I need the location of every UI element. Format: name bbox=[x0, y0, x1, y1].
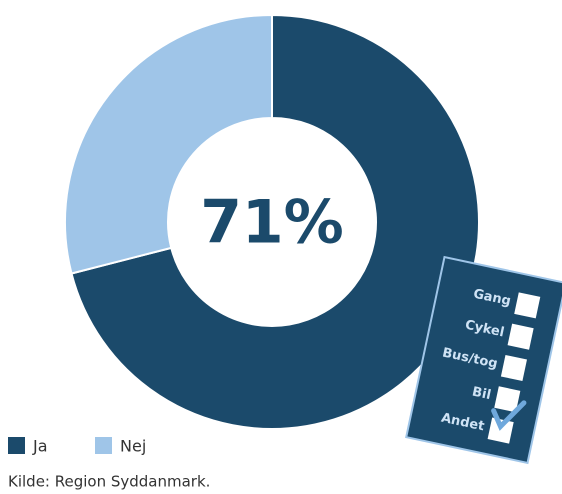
donut-slice bbox=[64, 13, 273, 275]
legend-label: Nej bbox=[120, 437, 146, 456]
center-label: 71% bbox=[200, 188, 344, 258]
checkbox bbox=[487, 417, 514, 444]
legend-label: Ja bbox=[32, 437, 48, 456]
donut-slice bbox=[70, 13, 480, 430]
legend-swatch bbox=[95, 437, 112, 454]
checkbox bbox=[500, 354, 527, 382]
checkmark bbox=[491, 400, 527, 431]
legend-swatch bbox=[8, 437, 25, 454]
source: Kilde: Region Syddanmark. bbox=[8, 473, 210, 491]
checkbox bbox=[494, 386, 521, 413]
checkbox bbox=[507, 323, 534, 350]
checkbox bbox=[514, 292, 541, 319]
checklist-item: Bil bbox=[471, 385, 493, 404]
